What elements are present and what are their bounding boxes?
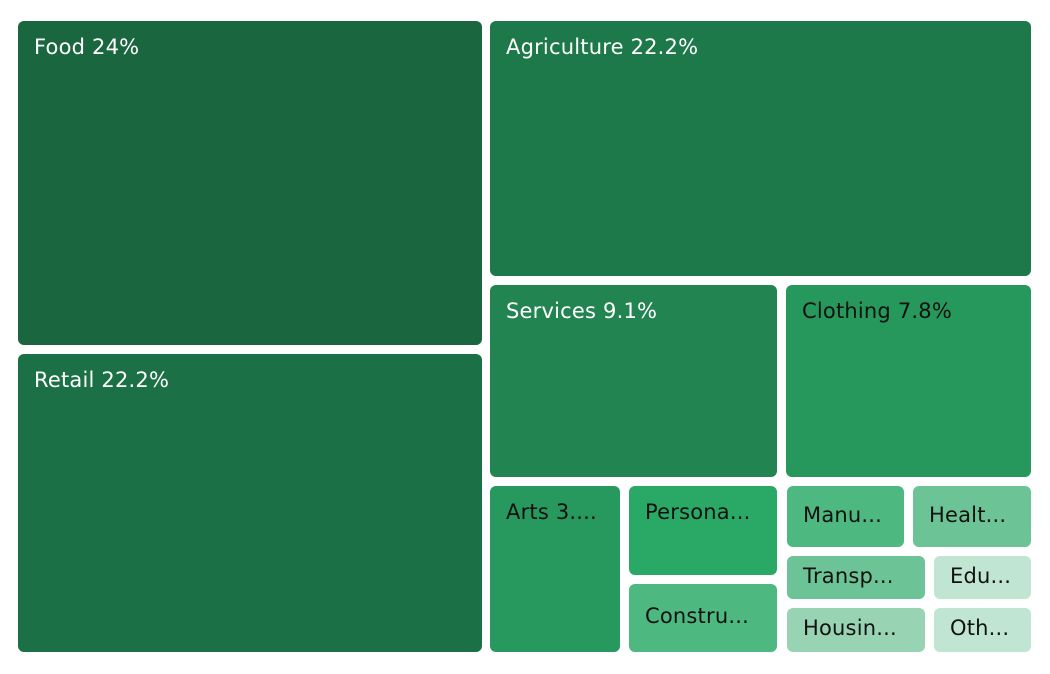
treemap-tile-retail[interactable]: Retail 22.2% [18,354,482,652]
treemap-tile-others[interactable]: Oth... [934,608,1031,652]
tile-label: Oth... [950,616,1010,640]
tile-label: Persona... [645,500,751,524]
tile-label: Manu... [803,502,883,527]
tile-label: Arts 3.... [506,500,597,524]
tile-label: Transp... [803,564,894,588]
treemap-tile-clothing[interactable]: Clothing 7.8% [786,285,1031,477]
treemap-tile-personal[interactable]: Persona... [629,486,777,575]
tile-label: Healt... [929,502,1007,527]
tile-label: Constru... [645,604,749,628]
treemap-tile-manufacturing[interactable]: Manu... [787,486,904,547]
treemap-tile-food[interactable]: Food 24% [18,21,482,345]
treemap-tile-agriculture[interactable]: Agriculture 22.2% [490,21,1031,276]
tile-label: Food 24% [34,35,140,59]
treemap-tile-services[interactable]: Services 9.1% [490,285,777,477]
treemap-tile-construction[interactable]: Constru... [629,584,777,652]
tile-label: Agriculture 22.2% [506,35,699,59]
tile-label: Retail 22.2% [34,368,170,392]
treemap-tile-education[interactable]: Edu... [934,556,1031,599]
treemap-tile-health[interactable]: Healt... [913,486,1031,547]
treemap-tile-transportation[interactable]: Transp... [787,556,925,599]
treemap-tile-housing[interactable]: Housin... [787,608,925,652]
tile-label: Edu... [950,564,1012,588]
treemap-tile-arts[interactable]: Arts 3.... [490,486,620,652]
tile-label: Services 9.1% [506,299,658,323]
tile-label: Housin... [803,616,897,640]
tile-label: Clothing 7.8% [802,299,952,323]
